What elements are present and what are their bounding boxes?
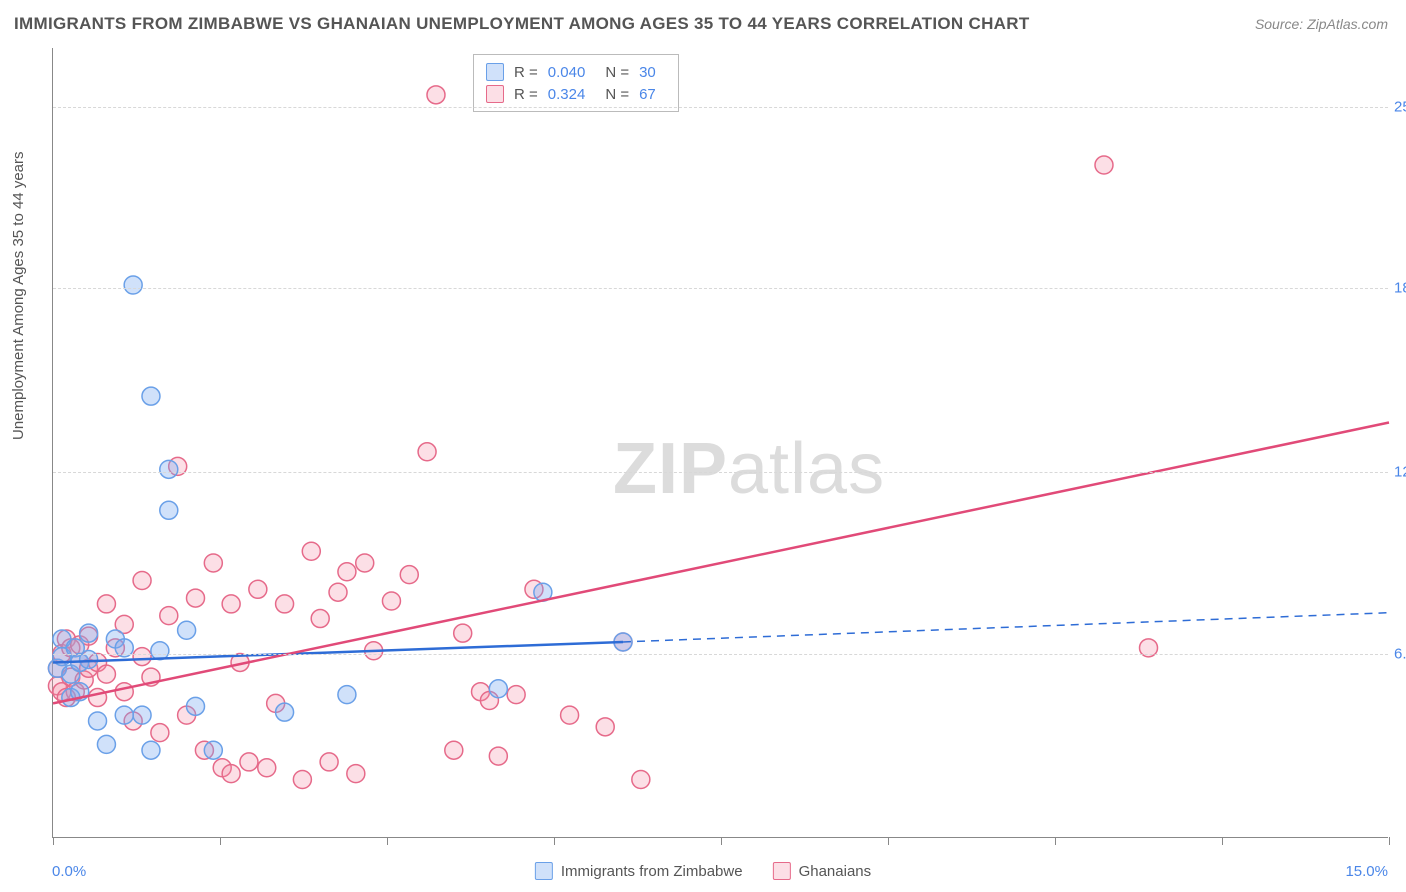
data-point [632,770,650,788]
scatter-plot-svg [53,48,1388,837]
trend-line-dashed [623,613,1389,642]
data-point [97,665,115,683]
x-tick [1389,837,1390,845]
data-point [133,706,151,724]
swatch-ghanaians-bottom [773,862,791,880]
x-tick [1055,837,1056,845]
source-label: Source: ZipAtlas.com [1255,16,1388,32]
gridline [53,107,1388,108]
series-name-ghanaians: Ghanaians [799,863,872,880]
data-point [222,765,240,783]
y-tick-label: 6.3% [1394,645,1406,662]
plot-area: R = 0.040 N = 30 R = 0.324 N = 67 ZIPatl… [52,48,1388,838]
x-tick [53,837,54,845]
data-point [160,460,178,478]
data-point [178,621,196,639]
x-axis-max-label: 15.0% [1345,863,1388,880]
data-point [222,595,240,613]
data-point [347,765,365,783]
legend-item-ghanaians: Ghanaians [773,862,872,880]
series-name-zimbabwe: Immigrants from Zimbabwe [561,863,743,880]
data-point [133,572,151,590]
x-axis-min-label: 0.0% [52,863,86,880]
x-tick [888,837,889,845]
data-point [400,566,418,584]
trend-line [53,423,1389,704]
series-legend: Immigrants from Zimbabwe Ghanaians [535,862,871,880]
data-point [596,718,614,736]
data-point [240,753,258,771]
data-point [89,689,107,707]
y-tick-label: 12.5% [1394,464,1406,481]
data-point [142,741,160,759]
data-point [427,86,445,104]
data-point [311,610,329,628]
gridline [53,472,1388,473]
data-point [489,680,507,698]
gridline [53,654,1388,655]
data-point [133,648,151,666]
data-point [320,753,338,771]
data-point [258,759,276,777]
x-tick [387,837,388,845]
data-point [1095,156,1113,174]
data-point [302,542,320,560]
data-point [561,706,579,724]
data-point [489,747,507,765]
data-point [160,501,178,519]
data-point [187,697,205,715]
data-point [89,712,107,730]
data-point [204,554,222,572]
chart-title: IMMIGRANTS FROM ZIMBABWE VS GHANAIAN UNE… [14,14,1030,34]
data-point [97,595,115,613]
data-point [187,589,205,607]
data-point [338,563,356,581]
data-point [329,583,347,601]
y-tick-label: 25.0% [1394,98,1406,115]
gridline [53,288,1388,289]
data-point [115,706,133,724]
data-point [124,276,142,294]
data-point [293,770,311,788]
y-axis-label: Unemployment Among Ages 35 to 44 years [10,151,27,440]
data-point [454,624,472,642]
swatch-zimbabwe-bottom [535,862,553,880]
x-tick [1222,837,1223,845]
data-point [160,607,178,625]
data-point [338,686,356,704]
data-point [276,595,294,613]
data-point [276,703,294,721]
x-tick [220,837,221,845]
data-point [115,683,133,701]
data-point [507,686,525,704]
data-point [151,642,169,660]
legend-item-zimbabwe: Immigrants from Zimbabwe [535,862,743,880]
data-point [204,741,222,759]
y-tick-label: 18.8% [1394,279,1406,296]
x-tick [721,837,722,845]
data-point [151,724,169,742]
data-point [356,554,374,572]
data-point [418,443,436,461]
data-point [142,387,160,405]
data-point [445,741,463,759]
data-point [249,580,267,598]
data-point [97,735,115,753]
data-point [80,624,98,642]
data-point [382,592,400,610]
x-tick [554,837,555,845]
